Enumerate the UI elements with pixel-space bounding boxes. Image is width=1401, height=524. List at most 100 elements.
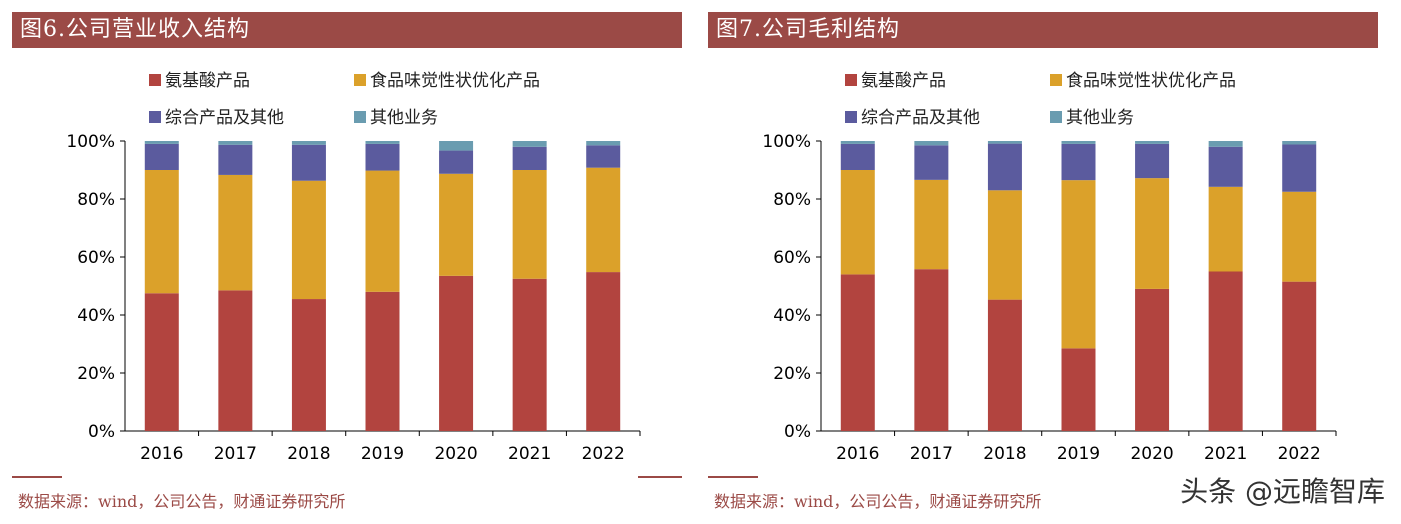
bar-segment xyxy=(1282,141,1317,145)
bar-segment xyxy=(987,143,1022,191)
bar-segment xyxy=(218,144,253,175)
legend-item: 食品味觉性状优化产品 xyxy=(1050,71,1236,91)
x-tick-label: 2017 xyxy=(214,444,257,464)
y-tick-label: 0% xyxy=(784,422,811,442)
legend-swatch xyxy=(149,74,161,86)
legend-label: 综合产品及其他 xyxy=(861,108,980,128)
bar-segment xyxy=(144,143,179,170)
bar-segment xyxy=(987,299,1022,431)
bar-segment xyxy=(291,144,326,181)
legend-swatch xyxy=(845,74,857,86)
bar-segment xyxy=(512,146,547,170)
footer-divider xyxy=(12,476,62,478)
legend-swatch xyxy=(354,74,366,86)
bar-segment xyxy=(218,290,253,431)
legend-swatch xyxy=(1050,111,1062,123)
bar-segment xyxy=(586,167,621,273)
bar-segment xyxy=(1282,281,1317,431)
legend-item: 其他业务 xyxy=(1050,108,1134,128)
bar-segment xyxy=(439,150,474,174)
bar-segment xyxy=(291,141,326,145)
bar-segment xyxy=(365,143,400,171)
bar-segment xyxy=(1135,178,1170,289)
bar-segment xyxy=(218,141,253,145)
legend-label: 食品味觉性状优化产品 xyxy=(370,71,540,91)
bar-segment xyxy=(586,145,621,168)
bar-segment xyxy=(1208,186,1243,272)
bar-segment xyxy=(512,141,547,147)
footer-divider xyxy=(708,476,758,478)
bar-segment xyxy=(291,180,326,300)
x-tick-label: 2021 xyxy=(1204,444,1247,464)
bar-segment xyxy=(291,299,326,431)
bar-segment xyxy=(1282,144,1317,192)
x-tick-label: 2020 xyxy=(1130,444,1173,464)
x-tick-label: 2021 xyxy=(508,444,551,464)
y-tick-label: 40% xyxy=(773,306,811,326)
bar-segment xyxy=(144,170,179,294)
legend-label: 氨基酸产品 xyxy=(165,71,250,91)
watermark: 头条 @远瞻智库 xyxy=(1180,475,1385,508)
bar-segment xyxy=(365,141,400,144)
bar-segment xyxy=(218,174,253,291)
bar-segment xyxy=(1208,146,1243,187)
bar-segment xyxy=(840,170,875,275)
chart-title: 图7.公司毛利结构 xyxy=(708,12,1378,48)
x-tick-label: 2022 xyxy=(1278,444,1321,464)
x-tick-label: 2016 xyxy=(836,444,879,464)
legend-swatch xyxy=(845,111,857,123)
legend-swatch xyxy=(354,111,366,123)
bar-segment xyxy=(1135,143,1170,179)
bar-segment xyxy=(840,143,875,170)
bar-segment xyxy=(914,269,949,431)
x-tick-label: 2022 xyxy=(582,444,625,464)
data-source: 数据来源：wind，公司公告，财通证券研究所 xyxy=(714,492,1042,511)
x-tick-label: 2016 xyxy=(140,444,183,464)
bar-segment xyxy=(365,170,400,292)
bar-segment xyxy=(586,272,621,431)
bar-segment xyxy=(1208,271,1243,431)
legend-item: 食品味觉性状优化产品 xyxy=(354,71,540,91)
legend-label: 综合产品及其他 xyxy=(165,108,284,128)
bar-segment xyxy=(512,278,547,431)
chart-title: 图6.公司营业收入结构 xyxy=(12,12,682,48)
bar-segment xyxy=(1282,191,1317,282)
legend-label: 食品味觉性状优化产品 xyxy=(1066,71,1236,91)
y-tick-label: 80% xyxy=(77,190,115,210)
bar-segment xyxy=(987,141,1022,144)
bar-segment xyxy=(144,293,179,431)
bar-segment xyxy=(1208,141,1243,147)
bar-segment xyxy=(914,141,949,146)
y-tick-label: 80% xyxy=(773,190,811,210)
data-source: 数据来源：wind，公司公告，财通证券研究所 xyxy=(18,492,346,511)
legend-swatch xyxy=(1050,74,1062,86)
bar-segment xyxy=(914,145,949,180)
bar-segment xyxy=(1061,141,1096,144)
y-tick-label: 100% xyxy=(762,132,811,152)
bar-segment xyxy=(144,141,179,144)
bar-segment xyxy=(987,190,1022,300)
bar-segment xyxy=(840,141,875,144)
bar-segment xyxy=(439,173,474,276)
bar-segment xyxy=(840,274,875,431)
y-tick-label: 60% xyxy=(77,248,115,268)
legend-label: 其他业务 xyxy=(370,108,438,128)
chart-panel-gross-profit: 图7.公司毛利结构 氨基酸产品 食品味觉性状优化产品综合产品及其他 其他业务 0% 20… xyxy=(708,0,1378,524)
legend-item: 氨基酸产品 xyxy=(845,71,946,91)
legend-label: 氨基酸产品 xyxy=(861,71,946,91)
bar-segment xyxy=(1061,348,1096,431)
legend-label: 其他业务 xyxy=(1066,108,1134,128)
legend-item: 其他业务 xyxy=(354,108,438,128)
bar-segment xyxy=(1135,141,1170,144)
x-tick-label: 2020 xyxy=(434,444,477,464)
y-tick-label: 100% xyxy=(66,132,115,152)
bar-segment xyxy=(914,179,949,270)
bar-segment xyxy=(1135,288,1170,431)
y-tick-label: 40% xyxy=(77,306,115,326)
x-tick-label: 2018 xyxy=(287,444,330,464)
bar-segment xyxy=(1061,180,1096,349)
bar-segment xyxy=(439,275,474,431)
x-tick-label: 2019 xyxy=(1057,444,1100,464)
